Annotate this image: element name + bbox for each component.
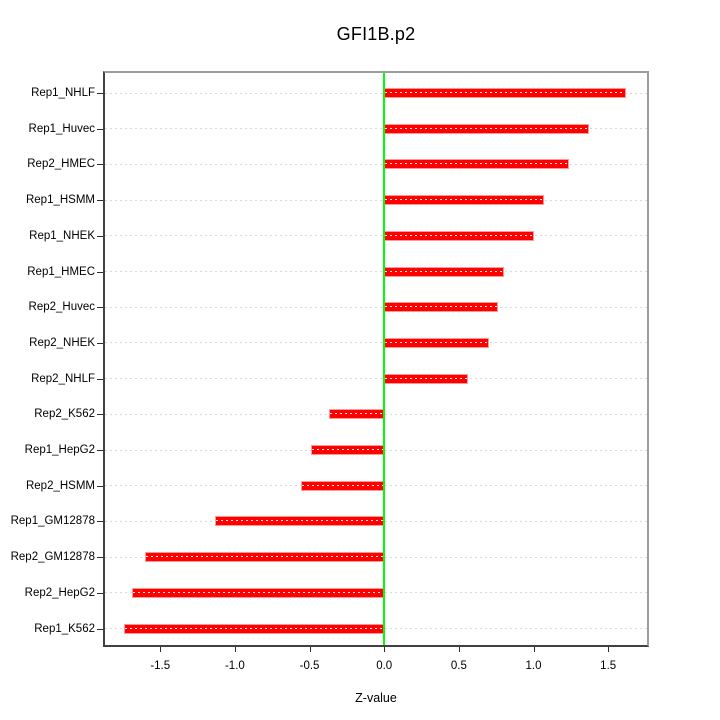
y-axis-label: Rep1_Huvec [28,122,95,135]
y-axis-label: Rep2_HepG2 [24,586,95,599]
y-axis-label: Rep1_HMEC [27,265,95,278]
y-axis-label: Rep2_GM12878 [10,551,95,564]
y-axis-tick [97,235,103,237]
grid-line [105,306,647,308]
bar-center-dash [385,341,488,343]
value-bar [384,195,544,206]
y-axis-tick [97,307,103,309]
plot-area [103,71,649,647]
y-axis-label: Rep1_NHEK [29,229,95,242]
value-bar [145,552,385,563]
y-axis-tick [97,557,103,559]
bar-center-dash [146,556,384,558]
y-axis-label: Rep1_NHLF [31,87,95,99]
x-tick-label: -0.5 [299,660,320,672]
value-bar [384,123,589,134]
bar-center-dash [385,163,569,165]
y-axis-tick [97,200,103,202]
x-axis-tick [234,647,236,652]
grid-line [105,163,647,165]
bar-center-dash [385,127,588,129]
x-tick-label: -1.0 [224,660,245,672]
value-bar [215,516,385,527]
y-axis-tick [97,378,103,380]
y-axis-label: Rep2_HSMM [25,479,95,492]
bar-center-dash [312,449,384,450]
grid-line [105,342,647,344]
y-axis-label: Rep1_K562 [34,622,95,635]
y-axis-tick [97,485,103,487]
grid-line [105,92,647,94]
value-bar [384,302,498,313]
y-axis-label: Rep2_HMEC [27,158,95,171]
y-axis-tick [97,164,103,166]
value-bar [300,480,385,491]
bar-center-dash [385,270,503,272]
bar-center-dash [301,484,384,486]
x-axis-tick [384,647,386,652]
grid-line [105,128,647,130]
y-axis-label: Rep1_HepG2 [24,444,95,456]
y-axis-label: Rep1_HSMM [25,194,95,207]
value-bar [311,445,385,455]
bar-center-dash [385,199,543,201]
y-axis-label: Rep2_K562 [34,408,95,421]
x-axis-tick [458,647,460,652]
bar-center-dash [125,627,384,629]
x-tick-label: -1.5 [150,660,171,672]
x-tick-label: 0.5 [450,660,467,672]
bar-center-dash [132,591,384,593]
x-tick-label: 0.0 [376,660,393,672]
y-axis-tick [97,93,103,94]
value-bar [124,623,385,634]
x-axis-tick [160,647,162,652]
x-tick-label: 1.0 [525,660,542,672]
y-axis-tick [97,271,103,273]
value-bar [384,159,570,170]
x-axis-title: Z-value [355,691,397,705]
chart-title: GFI1B.p2 [336,24,416,44]
x-axis-tick [309,647,311,652]
value-bar [384,230,534,241]
y-axis-label: Rep1_GM12878 [10,515,95,528]
grid-line [105,271,647,272]
bar-center-dash [385,234,533,236]
x-axis-tick [533,647,535,652]
value-bar [384,337,489,348]
y-axis-tick [97,128,103,130]
grid-line [105,378,647,380]
y-axis-tick [97,342,103,344]
y-axis-label: Rep2_NHLF [31,372,95,385]
value-bar [328,409,385,420]
grid-line [105,235,647,237]
bar-center-dash [385,306,497,308]
bar-center-dash [385,92,626,93]
x-axis-tick [608,647,610,652]
grid-line [105,199,647,201]
bar-center-dash [385,377,467,379]
y-axis-tick [97,414,103,416]
value-bar [384,266,504,277]
value-bar [384,88,627,98]
y-axis-tick [97,628,103,630]
y-axis-tick [97,592,103,594]
y-axis-label: Rep2_NHEK [29,336,95,349]
y-axis-tick [97,450,103,451]
y-axis-label: Rep2_Huvec [28,301,95,314]
y-axis-tick [97,521,103,523]
value-bar [131,587,385,598]
x-tick-label: 1.5 [600,660,617,672]
value-bar [384,373,468,384]
zero-line [383,73,386,645]
bar-center-dash [216,520,384,522]
bar-center-dash [329,413,384,415]
